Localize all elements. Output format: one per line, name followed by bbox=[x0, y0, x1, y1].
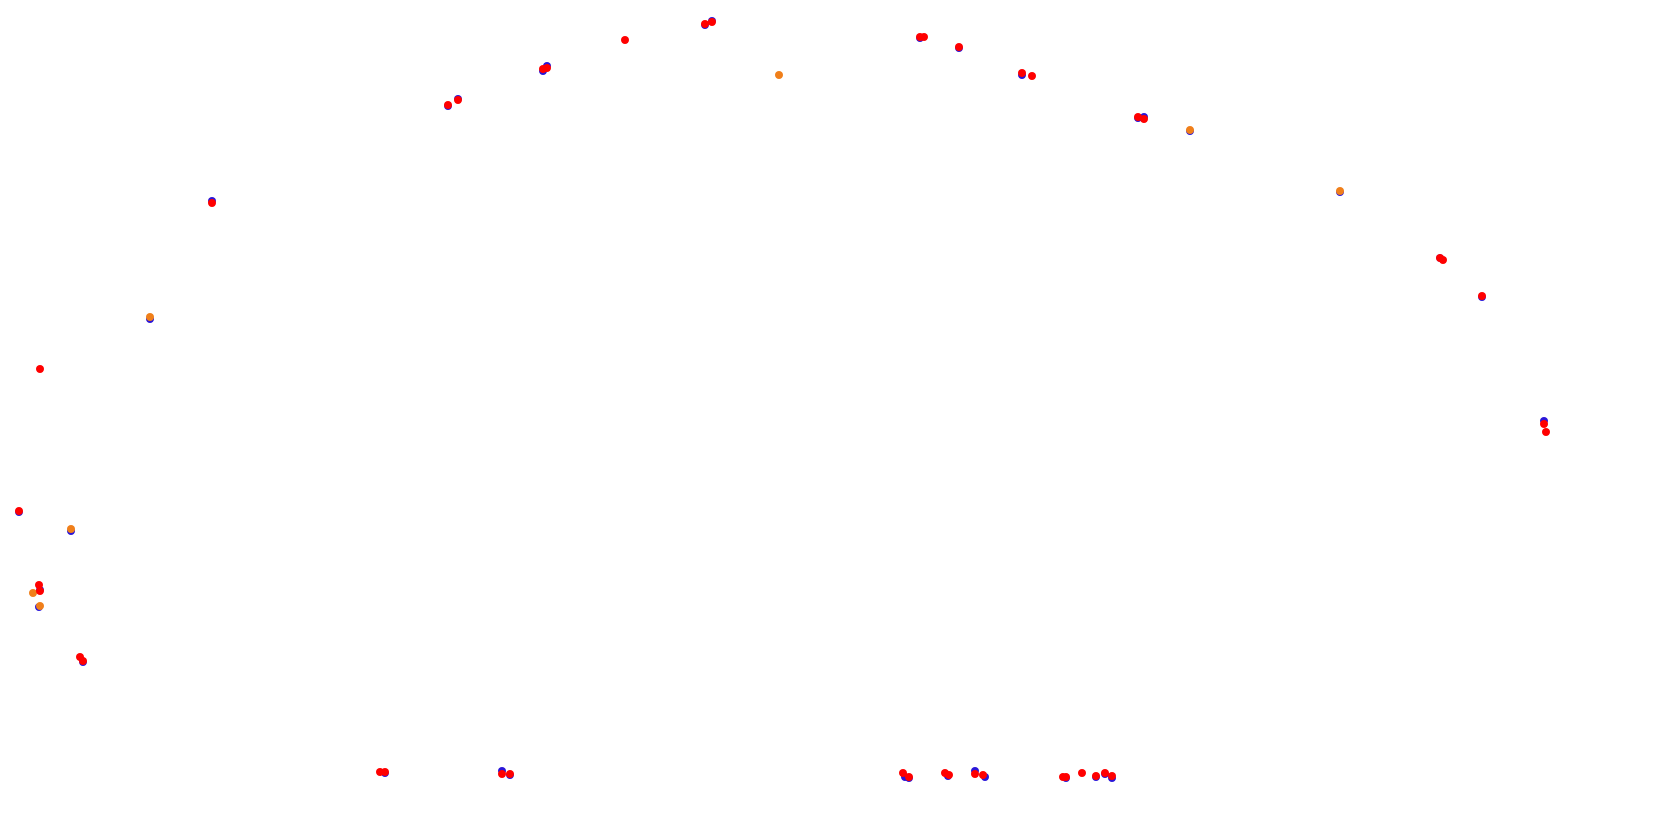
point bbox=[1542, 428, 1550, 436]
point bbox=[1092, 772, 1100, 780]
point bbox=[899, 769, 907, 777]
point bbox=[381, 768, 389, 776]
point bbox=[955, 43, 963, 51]
point bbox=[444, 101, 452, 109]
point bbox=[701, 20, 709, 28]
point bbox=[506, 770, 514, 778]
point bbox=[945, 771, 953, 779]
point bbox=[979, 771, 987, 779]
point bbox=[29, 589, 37, 597]
point bbox=[1478, 292, 1486, 300]
point bbox=[36, 602, 44, 610]
point bbox=[36, 365, 44, 373]
point bbox=[1018, 69, 1026, 77]
point bbox=[146, 313, 154, 321]
point bbox=[67, 525, 75, 533]
point bbox=[1540, 420, 1548, 428]
point bbox=[920, 33, 928, 41]
point bbox=[1062, 773, 1070, 781]
point bbox=[454, 96, 462, 104]
point bbox=[905, 773, 913, 781]
point bbox=[208, 199, 216, 207]
point bbox=[775, 71, 783, 79]
point bbox=[1108, 772, 1116, 780]
point bbox=[79, 657, 87, 665]
point bbox=[621, 36, 629, 44]
point bbox=[1439, 256, 1447, 264]
point bbox=[708, 18, 716, 26]
point bbox=[35, 581, 43, 589]
point bbox=[1186, 126, 1194, 134]
point bbox=[1078, 769, 1086, 777]
point bbox=[1140, 115, 1148, 123]
point bbox=[36, 587, 44, 595]
point bbox=[543, 64, 551, 72]
point bbox=[1028, 72, 1036, 80]
point bbox=[1336, 187, 1344, 195]
point bbox=[1101, 769, 1109, 777]
point bbox=[15, 507, 23, 515]
point bbox=[498, 770, 506, 778]
point bbox=[971, 770, 979, 778]
